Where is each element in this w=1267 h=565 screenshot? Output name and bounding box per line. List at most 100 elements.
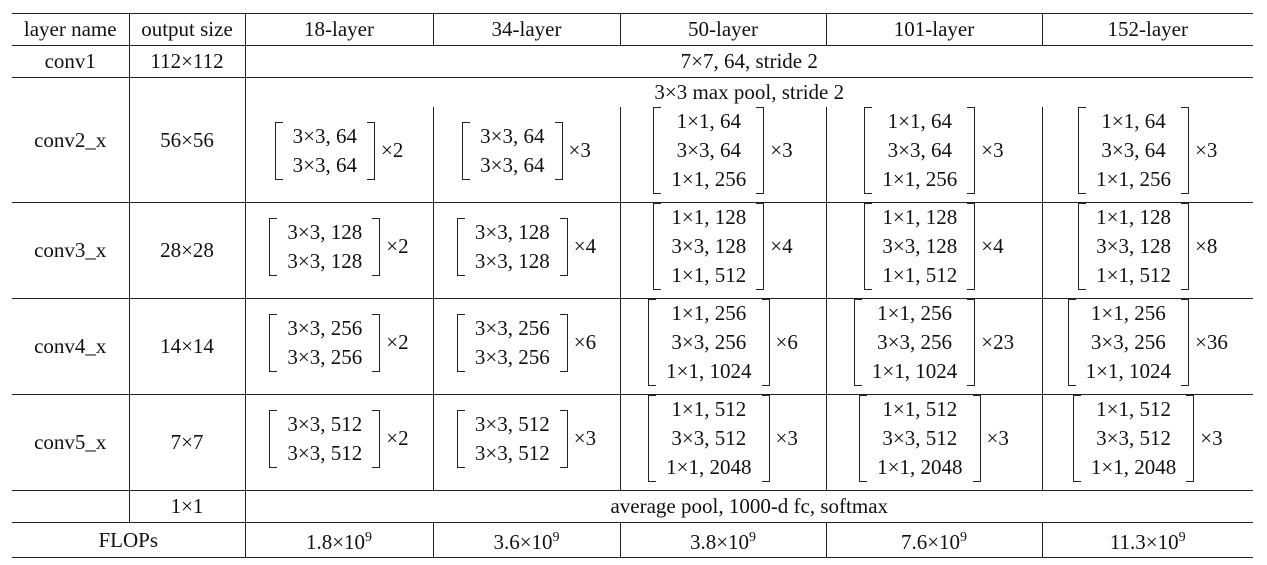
matrix-line: 1×1, 128 [1096,205,1171,229]
left-bracket [1078,107,1087,194]
max-pool-description: 3×3 max pool, stride 2 [245,77,1253,107]
right-bracket [967,299,976,386]
right-bracket [559,313,568,372]
conv1-row: conv1 112×112 7×7, 64, stride 2 [12,45,1253,78]
block-cell: 3×3, 256 3×3, 256 ×6 [433,298,621,395]
bracket-matrix: 1×1, 64 3×3, 64 1×1, 256 ×3 [864,107,1004,194]
output-size-conv3_x: 28×28 [129,202,246,299]
output-size-conv5_x: 7×7 [129,394,246,491]
block-cell: 1×1, 256 3×3, 256 1×1, 1024 ×23 [826,298,1043,395]
block-cell: 3×3, 256 3×3, 256 ×2 [245,298,434,395]
matrix-line: 1×1, 512 [671,397,747,421]
repeat-count: ×6 [573,330,597,354]
right-bracket [1181,299,1189,386]
output-size-final: 1×1 [129,490,246,523]
matrix-line: 1×1, 512 [882,397,958,421]
flops-exponent: 9 [960,530,968,545]
repeat-count: ×3 [1200,426,1223,450]
block-cell: 1×1, 256 3×3, 256 1×1, 1024 ×36 [1042,298,1253,395]
left-bracket [456,313,465,372]
repeat-count: ×2 [386,234,409,258]
bracket-matrix: 1×1, 256 3×3, 256 1×1, 1024 ×36 [1067,299,1228,386]
matrix-lines: 1×1, 64 3×3, 64 1×1, 256 [1096,107,1171,194]
conv1-description: 7×7, 64, stride 2 [245,45,1253,78]
matrix-lines: 1×1, 512 3×3, 512 1×1, 2048 [877,395,962,482]
bracket-matrix: 3×3, 256 3×3, 256 ×2 [269,313,409,372]
bracket-matrix: 3×3, 128 3×3, 128 ×2 [269,217,409,276]
layer-name-conv3_x: conv3_x [12,202,130,299]
matrix-line: 1×1, 256 [671,167,747,191]
matrix-line: 1×1, 2048 [1090,455,1177,479]
flops-value: 3.6×109 [433,522,621,558]
header-output-size: output size [129,13,246,46]
matrix-lines: 1×1, 512 3×3, 512 1×1, 2048 [666,395,751,482]
matrix-line: 3×3, 128 [474,248,550,273]
matrix-line: 3×3, 512 [474,411,550,436]
left-bracket [269,217,278,276]
block-cell: 1×1, 64 3×3, 64 1×1, 256 ×3 [1042,107,1253,203]
matrix-lines: 3×3, 512 3×3, 512 [287,410,362,468]
matrix-line: 3×3, 256 [474,315,550,340]
bracket-matrix: 3×3, 512 3×3, 512 ×2 [269,409,409,468]
flops-exponent: 9 [1178,530,1186,545]
layer-name-conv2_x: conv2_x [12,77,130,203]
matrix-line: 3×3, 256 [1090,330,1166,354]
repeat-count: ×23 [981,330,1015,354]
flops-label: FLOPs [12,522,246,558]
repeat-count: ×36 [1195,330,1228,354]
block-cell: 1×1, 64 3×3, 64 1×1, 256 ×3 [826,107,1043,203]
matrix-line: 3×3, 64 [887,138,952,162]
block-cell: 1×1, 512 3×3, 512 1×1, 2048 ×3 [620,394,827,491]
block-cell: 3×3, 128 3×3, 128 ×2 [245,202,434,299]
matrix-lines: 1×1, 256 3×3, 256 1×1, 1024 [872,299,957,386]
repeat-count: ×8 [1195,234,1218,258]
flops-base: 3.8×10 [689,530,750,554]
repeat-count: ×4 [770,234,793,258]
flops-value: 11.3×109 [1042,522,1253,558]
repeat-count: ×4 [981,234,1004,258]
left-bracket [274,121,283,180]
flops-exponent: 9 [749,530,757,545]
matrix-line: 3×3, 256 [474,344,550,369]
matrix-line: 3×3, 128 [287,219,363,244]
matrix-line: 3×3, 256 [287,315,363,340]
flops-base: 1.8×10 [305,530,366,554]
layer-name-conv4_x: conv4_x [12,298,130,395]
left-bracket [1067,299,1076,386]
matrix-line: 3×3, 256 [877,330,952,354]
right-bracket [559,217,568,276]
matrix-lines: 1×1, 64 3×3, 64 1×1, 256 [882,107,957,194]
matrix-line: 1×1, 128 [882,205,958,229]
layer-name-conv5_x: conv5_x [12,394,130,491]
left-bracket [648,299,657,386]
right-bracket [967,107,976,194]
matrix-line: 1×1, 64 [676,109,741,133]
block-cell: 3×3, 512 3×3, 512 ×2 [245,394,434,491]
matrix-line: 1×1, 1024 [666,359,752,383]
bracket-matrix: 1×1, 64 3×3, 64 1×1, 256 ×3 [653,107,793,194]
right-bracket [756,107,765,194]
left-bracket [462,121,471,180]
matrix-line: 1×1, 512 [671,263,747,287]
matrix-line: 1×1, 256 [882,167,958,191]
matrix-line: 3×3, 512 [287,440,363,465]
left-bracket [859,395,868,482]
matrix-line: 3×3, 128 [1096,234,1171,258]
matrix-lines: 3×3, 128 3×3, 128 [287,218,362,276]
matrix-lines: 3×3, 256 3×3, 256 [475,314,550,372]
block-cell: 3×3, 512 3×3, 512 ×3 [433,394,621,491]
bracket-matrix: 1×1, 128 3×3, 128 1×1, 512 ×4 [864,203,1004,290]
matrix-line: 1×1, 512 [1096,397,1171,421]
matrix-line: 3×3, 512 [671,426,747,450]
right-bracket [972,395,981,482]
final-description: average pool, 1000-d fc, softmax [245,490,1253,523]
left-bracket [853,299,862,386]
matrix-line: 1×1, 256 [1090,301,1166,325]
right-bracket [372,409,381,468]
matrix-line: 1×1, 1024 [871,359,958,383]
left-bracket [456,409,465,468]
matrix-lines: 1×1, 128 3×3, 128 1×1, 512 [671,203,746,290]
left-bracket [648,395,657,482]
bracket-matrix: 1×1, 256 3×3, 256 1×1, 1024 ×6 [648,299,798,386]
repeat-count: ×4 [573,234,597,258]
